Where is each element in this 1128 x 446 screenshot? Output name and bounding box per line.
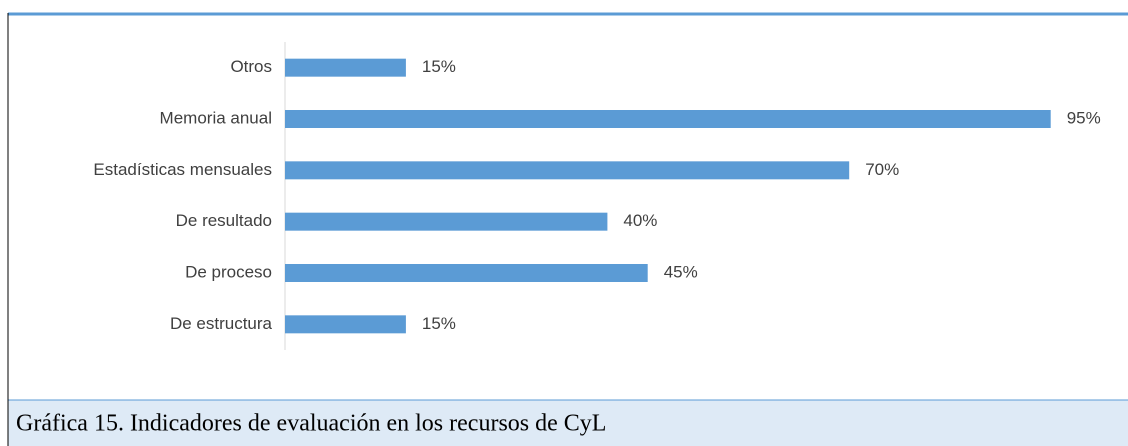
value-label: 70% (865, 160, 899, 179)
value-label: 40% (623, 211, 657, 230)
bar (285, 315, 406, 334)
y-tick-label: Memoria anual (160, 108, 272, 127)
bar (285, 161, 850, 180)
y-tick-label: De resultado (176, 211, 272, 230)
value-label: 15% (422, 314, 456, 333)
value-label: 15% (422, 57, 456, 76)
bar (285, 110, 1051, 128)
y-tick-label: De proceso (185, 262, 272, 281)
y-tick-label: Estadísticas mensuales (93, 160, 272, 179)
y-tick-label: Otros (230, 57, 272, 76)
bar (285, 58, 406, 77)
caption-band (8, 400, 1128, 446)
value-label: 45% (664, 262, 698, 281)
bar (285, 212, 608, 231)
value-label: 95% (1067, 108, 1101, 127)
caption: Gráfica 15. Indicadores de evaluación en… (16, 411, 606, 437)
y-tick-label: De estructura (170, 314, 273, 333)
bar (285, 264, 648, 282)
